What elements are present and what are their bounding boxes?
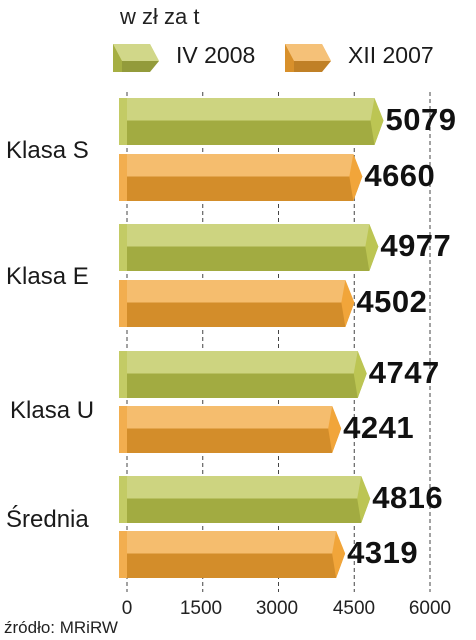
bar [119, 154, 363, 201]
bar-top-face [119, 280, 355, 303]
unit-label: w zł za t [120, 4, 200, 29]
bar-cap [119, 154, 127, 201]
value-label: 4319 [347, 535, 419, 570]
bars [119, 98, 384, 578]
bar-tip [349, 154, 363, 201]
legend-label-iv-2008: IV 2008 [176, 42, 256, 68]
legend-swatch [113, 44, 159, 72]
bar-tip [332, 531, 346, 578]
x-tick-label: 6000 [408, 598, 452, 619]
bar-cap [119, 476, 127, 523]
x-tick-label: 1500 [179, 598, 223, 619]
bar-bottom-face [119, 176, 363, 201]
value-label: 4977 [380, 228, 452, 263]
bar [119, 406, 342, 453]
value-label: 4816 [372, 480, 444, 515]
legend-swatch-side [285, 44, 294, 72]
bar-cap [119, 98, 127, 145]
bar-bottom-face [119, 120, 384, 145]
bar-tip [328, 406, 342, 453]
bar-tip [341, 280, 355, 327]
x-tick-label: 3000 [255, 598, 299, 619]
category-label-klasa-u: Klasa U [10, 397, 95, 424]
value-label: 4241 [343, 410, 415, 445]
legend-label-xii-2007: XII 2007 [348, 42, 434, 68]
bar-bottom-face [119, 498, 371, 523]
bar-bottom-face [119, 428, 342, 453]
bar [119, 280, 355, 327]
bar-top-face [119, 224, 379, 247]
bar [119, 224, 379, 271]
value-label: 4747 [368, 355, 440, 390]
bar-top-face [119, 154, 363, 177]
bar-cap [119, 531, 127, 578]
value-label: 4502 [356, 284, 428, 319]
legend-swatch-highlight [113, 44, 159, 61]
category-label-klasa-e: Klasa E [6, 263, 89, 290]
bar-bottom-face [119, 373, 367, 398]
bar-cap [119, 351, 127, 398]
bar-bottom-face [119, 246, 379, 271]
bar-top-face [119, 351, 367, 374]
bar [119, 98, 384, 145]
legend-swatch-face [285, 61, 331, 72]
bar-bottom-face [119, 302, 355, 327]
bar [119, 531, 346, 578]
bar-tip [365, 224, 379, 271]
bar-cap [119, 406, 127, 453]
source-note: źródło: MRiRW [4, 618, 118, 637]
bar-top-face [119, 98, 384, 121]
bar [119, 351, 367, 398]
bar-top-face [119, 531, 346, 554]
value-label: 5079 [385, 102, 457, 137]
bar-cap [119, 280, 127, 327]
bar-tip [357, 476, 371, 523]
category-label-srednia: Średnia [6, 506, 89, 533]
bar-top-face [119, 476, 371, 499]
legend-swatch-highlight [285, 44, 331, 61]
bar-bottom-face [119, 553, 346, 578]
bar-top-face [119, 406, 342, 429]
legend-swatches [113, 44, 331, 72]
legend-swatch-side [113, 44, 122, 72]
category-label-klasa-s: Klasa S [6, 137, 89, 164]
bar-cap [119, 224, 127, 271]
bar [119, 476, 371, 523]
bar-tip [370, 98, 384, 145]
value-label: 4660 [364, 158, 436, 193]
bar-tip [353, 351, 367, 398]
legend-swatch-face [113, 61, 159, 72]
x-tick-label: 4500 [332, 598, 376, 619]
x-tick-label: 0 [121, 598, 133, 619]
legend-swatch [285, 44, 331, 72]
